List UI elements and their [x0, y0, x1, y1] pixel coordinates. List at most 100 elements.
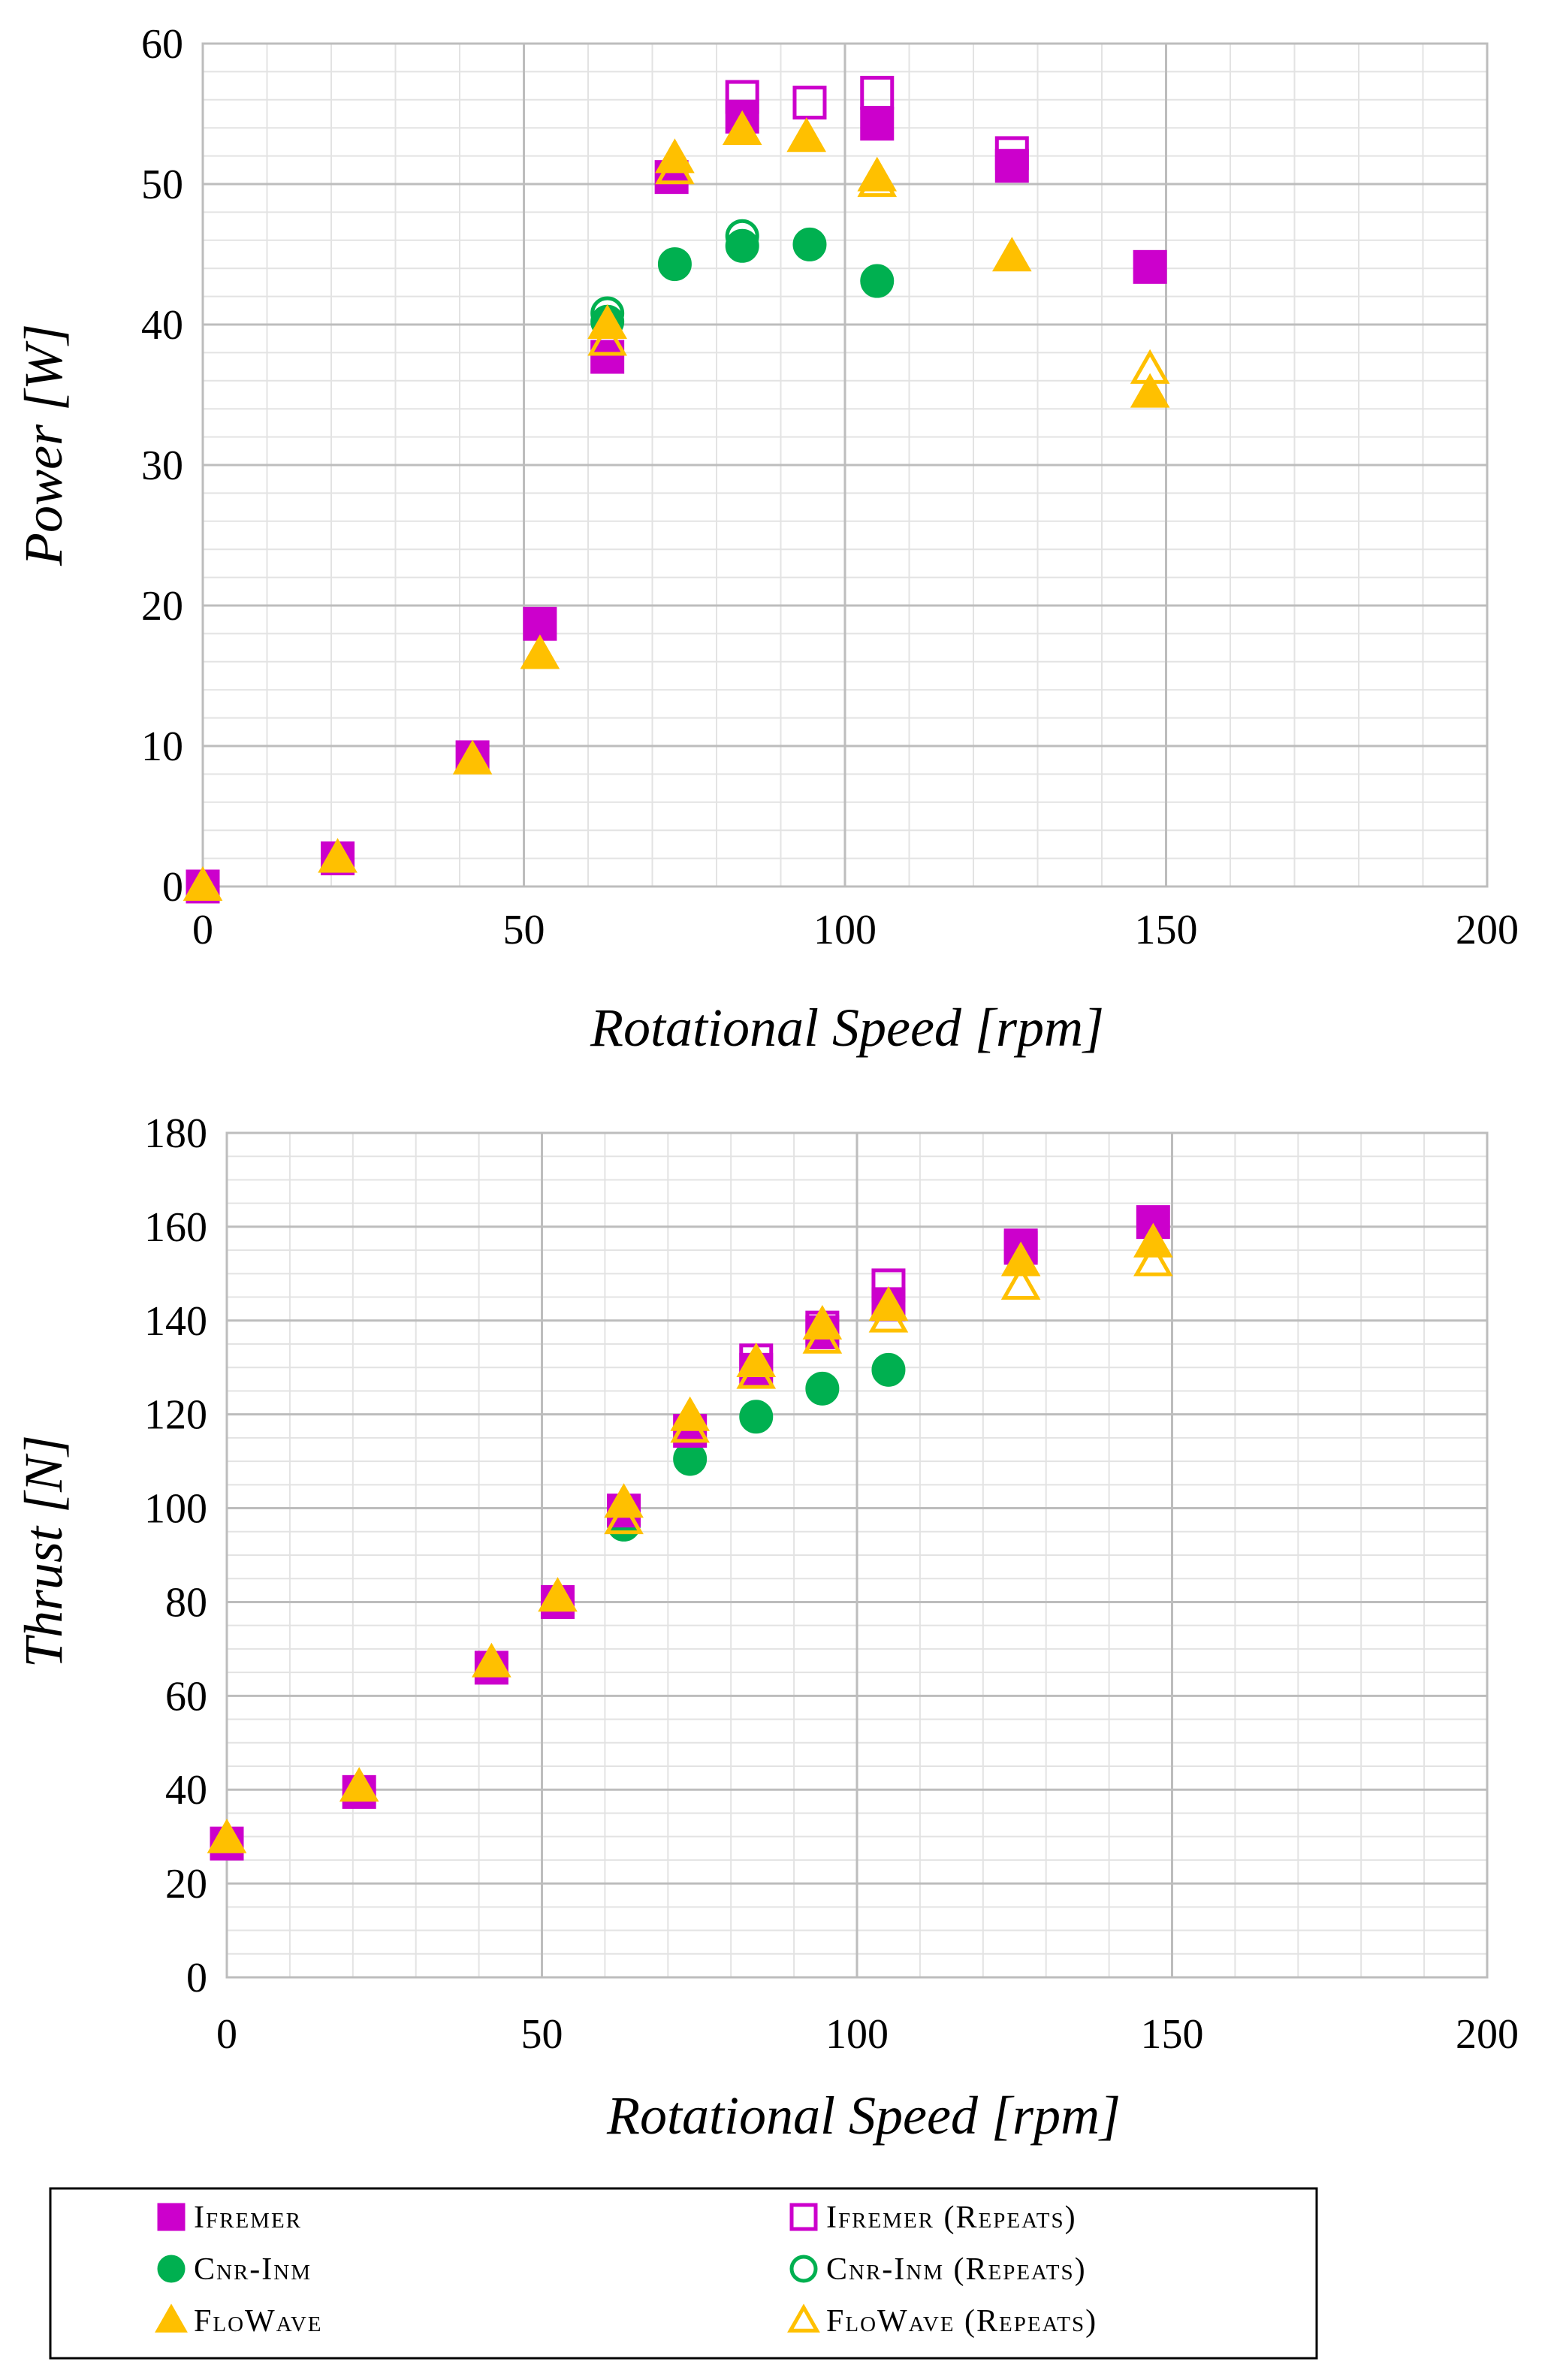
legend-marker-cnr-inm [157, 2255, 186, 2283]
power-point-cnr-inm [792, 227, 827, 261]
power-x-tick-label: 100 [813, 907, 877, 953]
thrust-point-cnr-inm [871, 1352, 906, 1387]
legend-marker-cnr-inm-repeats [789, 2255, 818, 2283]
legend-marker-flowave-repeats [787, 2303, 820, 2333]
thrust-point-flowave-repeats [1133, 1241, 1173, 1276]
legend-marker-ifremer [157, 2203, 186, 2231]
power-y-tick-label: 60 [141, 21, 183, 68]
power-point-ifremer [1133, 249, 1167, 284]
thrust-point-flowave [472, 1642, 511, 1678]
power-point-flowave [318, 838, 358, 873]
power-series-ifremer-repeats [725, 75, 1029, 171]
power-x-tick-labels: 0 50 100 150 200 [192, 907, 1519, 953]
power-series-flowave-repeats [587, 150, 1170, 384]
legend-item-flowave-repeats: FloWave (Repeats) [787, 2303, 1097, 2339]
power-point-flowave-repeats [857, 162, 898, 198]
thrust-x-tick-label: 50 [521, 2011, 563, 2058]
power-point-ifremer-repeats [792, 86, 827, 120]
power-point-flowave [722, 110, 762, 145]
thrust-x-tick-label: 0 [216, 2011, 237, 2058]
power-point-ifremer-repeats [860, 75, 895, 110]
thrust-point-flowave-repeats [1000, 1264, 1041, 1300]
power-x-tick-label: 200 [1456, 907, 1519, 953]
thrust-point-flowave [207, 1818, 247, 1853]
thrust-chart: 0 20 40 60 80 100 120 140 160 180 0 50 100 150 200 Ro… [14, 1110, 1519, 2146]
legend-item-cnr-inm-repeats: Cnr-Inm (Repeats) [789, 2252, 1085, 2287]
power-point-ifremer [523, 606, 557, 641]
power-point-flowave [1130, 373, 1170, 408]
power-y-tick-label: 20 [141, 583, 183, 630]
legend: Ifremer Ifremer (Repeats) Cnr-Inm Cnr-Inm (… [49, 2187, 1318, 2360]
power-point-cnr-inm-repeats [725, 219, 759, 253]
thrust-y-tick-label: 80 [165, 1579, 207, 1626]
power-y-tick-labels: 0 10 20 30 40 50 60 [141, 21, 183, 911]
thrust-point-cnr-inm [739, 1400, 774, 1434]
power-plot-frame [201, 42, 1489, 888]
thrust-point-flowave-repeats [868, 1297, 909, 1333]
thrust-point-flowave-repeats [802, 1318, 843, 1354]
thrust-point-flowave [339, 1767, 379, 1802]
power-series-cnr-inm [590, 227, 895, 339]
power-series-ifremer [186, 99, 1167, 904]
power-point-flowave [786, 117, 827, 153]
power-point-ifremer [860, 107, 895, 141]
thrust-x-tick-label: 150 [1141, 2011, 1204, 2058]
power-point-cnr-inm [860, 264, 895, 298]
thrust-series-flowave [207, 1222, 1173, 1853]
power-point-ifremer [994, 149, 1029, 183]
power-chart: 0 10 20 30 40 50 60 0 50 100 150 200 Rotational Sp… [14, 21, 1519, 1058]
power-point-cnr-inm [725, 228, 759, 263]
power-y-tick-label: 40 [141, 302, 183, 349]
power-y-tick-label: 10 [141, 723, 183, 770]
legend-item-cnr-inm: Cnr-Inm [157, 2252, 312, 2287]
power-point-flowave [991, 237, 1032, 272]
power-point-flowave [452, 739, 493, 775]
power-x-axis-label: Rotational Speed [rpm] [590, 998, 1104, 1058]
power-y-tick-label: 0 [162, 864, 183, 911]
power-x-tick-label: 150 [1135, 907, 1198, 953]
thrust-y-tick-label: 0 [186, 1955, 207, 2001]
legend-marker-ifremer-repeats [789, 2203, 818, 2231]
thrust-y-axis-label: Thrust [N] [14, 1435, 74, 1668]
thrust-x-tick-label: 100 [825, 2011, 889, 2058]
power-point-cnr-inm [657, 247, 692, 282]
power-point-flowave-repeats [1130, 349, 1170, 384]
power-point-flowave [183, 865, 223, 901]
legend-item-ifremer: Ifremer [157, 2200, 302, 2235]
legend-items: Ifremer Ifremer (Repeats) Cnr-Inm Cnr-Inm (… [155, 2200, 1097, 2339]
thrust-y-tick-label: 160 [144, 1204, 207, 1251]
thrust-y-tick-label: 100 [144, 1486, 207, 1533]
thrust-y-tick-label: 140 [144, 1298, 207, 1345]
thrust-y-tick-label: 20 [165, 1861, 207, 1907]
thrust-x-axis-label: Rotational Speed [rpm] [606, 2086, 1121, 2146]
legend-label: FloWave (Repeats) [826, 2304, 1097, 2339]
power-point-flowave-repeats [587, 321, 627, 356]
thrust-point-flowave [1133, 1222, 1173, 1258]
power-series-flowave [183, 110, 1170, 901]
thrust-point-flowave-repeats [670, 1408, 710, 1443]
legend-item-flowave: FloWave [155, 2303, 323, 2339]
legend-label: Cnr-Inm [194, 2252, 312, 2287]
thrust-plot-frame [225, 1131, 1489, 1979]
thrust-point-flowave [538, 1577, 578, 1612]
thrust-y-tick-labels: 0 20 40 60 80 100 120 140 160 180 [144, 1110, 207, 2001]
power-point-flowave-repeats [655, 150, 695, 185]
legend-label: FloWave [194, 2304, 323, 2339]
power-data-points [183, 75, 1170, 904]
thrust-y-tick-label: 60 [165, 1673, 207, 1720]
thrust-point-flowave [1000, 1241, 1041, 1276]
thrust-x-tick-labels: 0 50 100 150 200 [216, 2011, 1519, 2058]
thrust-point-flowave-repeats [604, 1500, 644, 1535]
legend-box [49, 2187, 1318, 2360]
power-point-flowave [520, 634, 560, 669]
thrust-data-points [207, 1205, 1173, 1861]
power-y-tick-label: 30 [141, 442, 183, 489]
thrust-y-tick-label: 120 [144, 1392, 207, 1439]
thrust-y-tick-label: 40 [165, 1767, 207, 1814]
legend-label: Ifremer [194, 2200, 302, 2235]
legend-label: Ifremer (Repeats) [826, 2200, 1077, 2235]
power-point-ifremer [590, 340, 625, 374]
legend-item-ifremer-repeats: Ifremer (Repeats) [789, 2200, 1077, 2235]
power-x-tick-label: 50 [503, 907, 545, 953]
